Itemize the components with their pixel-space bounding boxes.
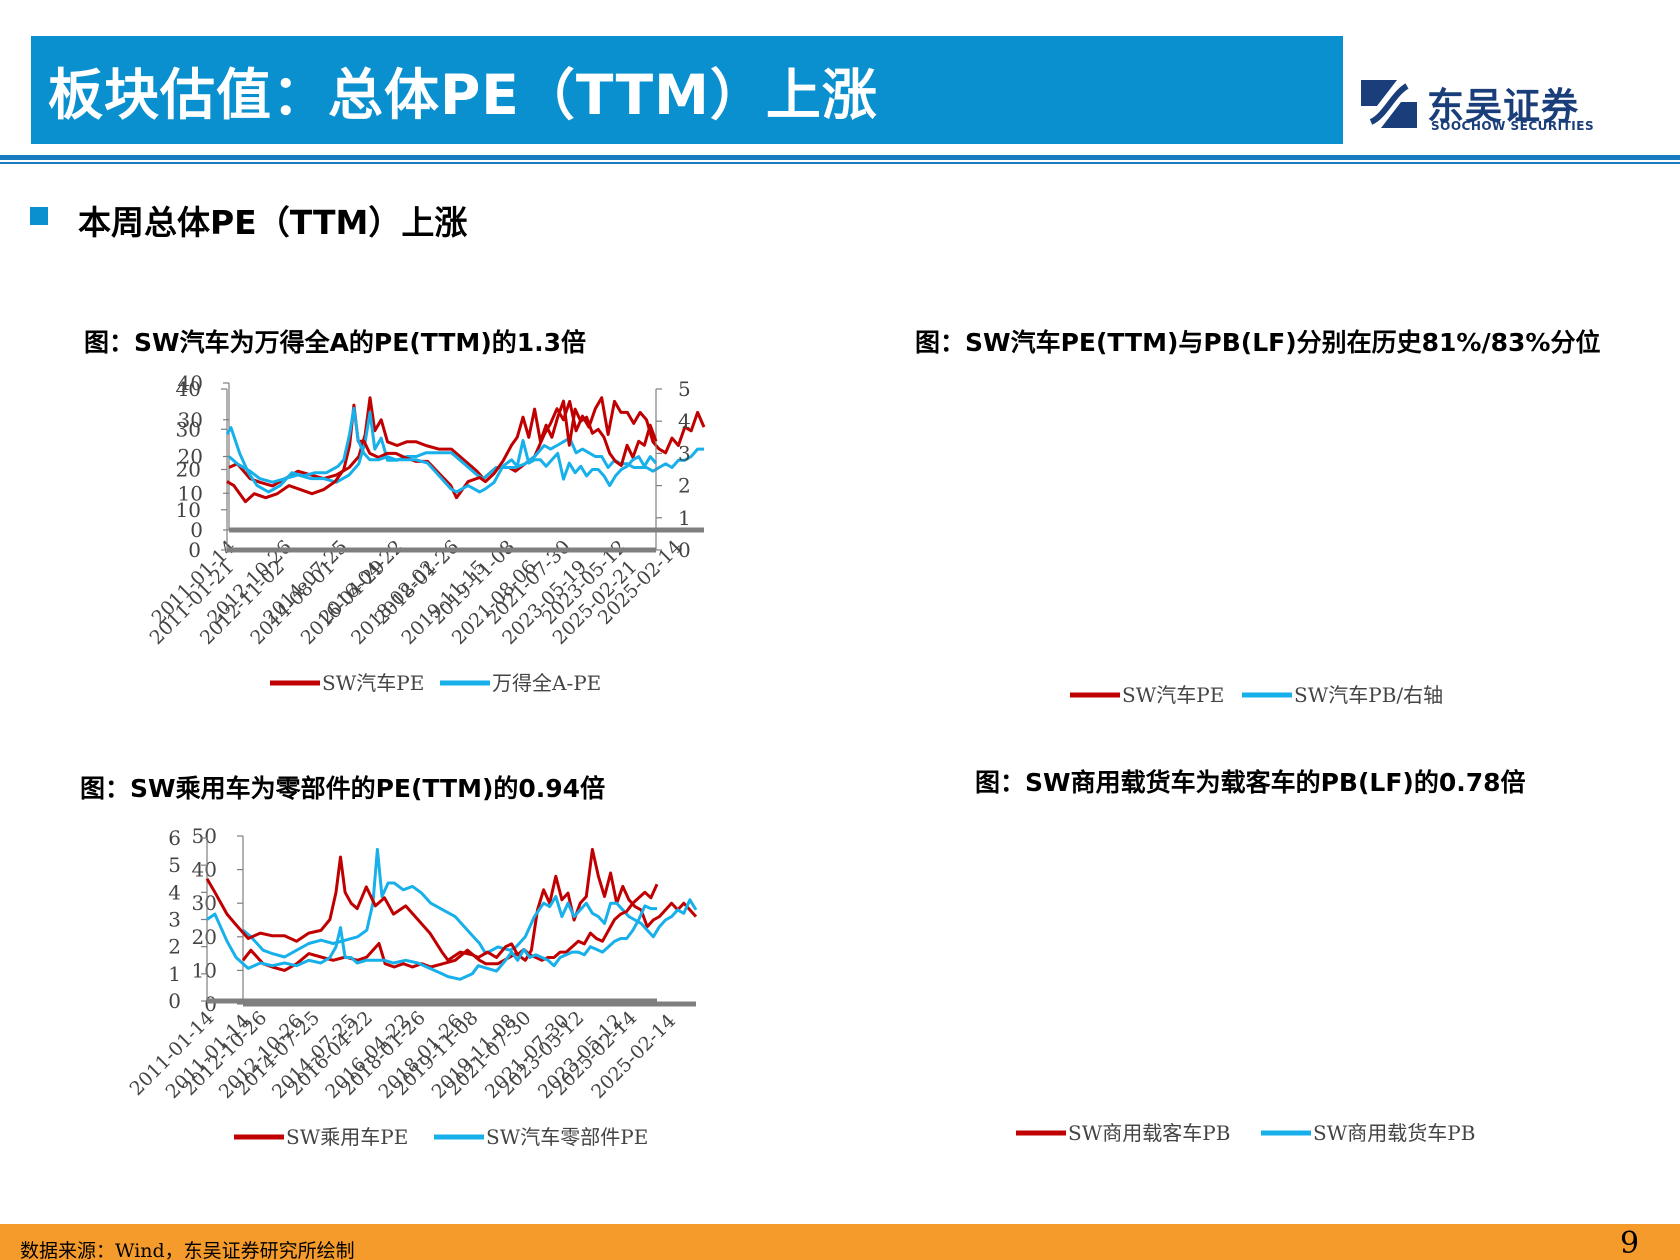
- bullet-square-icon: [30, 207, 48, 225]
- y-tick-label: 0: [190, 518, 203, 542]
- series-line-blue: [206, 904, 657, 981]
- y-tick-label: 30: [176, 417, 201, 441]
- y-tick-label: 5: [168, 853, 181, 877]
- footer-bar: [0, 1224, 1680, 1260]
- series-line-red: [205, 855, 659, 962]
- y-tick-label: 4: [168, 880, 181, 904]
- soochow-logo-icon: [1361, 80, 1417, 128]
- y-tick-label: 0: [168, 989, 181, 1013]
- y2-tick-label: 1: [678, 506, 691, 530]
- legend-label: SW商用载客车PB: [1068, 1121, 1230, 1145]
- series-line-red: [228, 396, 706, 488]
- chart-4-title: 图：SW商用载货车为载客车的PB(LF)的0.78倍: [975, 768, 1526, 797]
- chart-2-title: 图：SW汽车PE(TTM)与PB(LF)分别在历史81%/83%分位: [915, 328, 1601, 357]
- y-tick-label: 40: [176, 377, 201, 401]
- legend-label: SW商用载货车PB: [1313, 1121, 1475, 1145]
- chart-4-truck-vs-bus-pb: 01234562011-01-142012-10-262014-07-25201…: [126, 826, 1476, 1145]
- y-tick-label: 20: [178, 445, 203, 469]
- y2-tick-label: 5: [678, 377, 691, 401]
- series-line-blue: [225, 406, 658, 494]
- brand-name-en: SOOCHOW SECURITIES: [1431, 119, 1595, 133]
- legend-label: SW汽车零部件PE: [486, 1125, 648, 1149]
- y-tick-label: 10: [178, 481, 203, 505]
- page-title: 板块估值：总体PE（TTM）上涨: [48, 63, 878, 127]
- brand-name-cn: 东吴证券: [1427, 85, 1579, 128]
- page-number: 9: [1620, 1226, 1640, 1260]
- chart-1-pe-vs-wind-a: 0102030402011-01-142012-10-262014-07-252…: [148, 371, 706, 695]
- y2-tick-label: 0: [678, 538, 691, 562]
- y-tick-label: 6: [168, 826, 181, 850]
- section-subtitle: 本周总体PE（TTM）上涨: [78, 203, 468, 242]
- brand-logo: 东吴证券 SOOCHOW SECURITIES: [1355, 74, 1655, 136]
- legend-label: SW乘用车PE: [286, 1125, 408, 1149]
- data-source-note: 数据来源：Wind，东吴证券研究所绘制: [20, 1240, 355, 1260]
- series-line-red: [226, 399, 658, 504]
- header-rule-thin: [0, 162, 1680, 164]
- y-tick-label: 10: [176, 498, 201, 522]
- chart-1-title: 图：SW汽车为万得全A的PE(TTM)的1.3倍: [84, 328, 587, 357]
- chart-3-passenger-vs-parts: 010203040502011-01-142012-10-262014-07-2…: [162, 824, 698, 1149]
- series-line-blue: [242, 847, 698, 959]
- header-rule: [0, 155, 1680, 160]
- legend-label: 万得全A-PE: [492, 671, 601, 695]
- y-tick-label: 2: [168, 935, 181, 959]
- y-tick-label: 3: [168, 908, 181, 932]
- y-tick-label: 30: [192, 891, 217, 915]
- chart-2-pe-pb-percentile: 0102030400123452011-01-212012-11-022014-…: [146, 377, 1444, 707]
- y2-tick-label: 2: [678, 474, 691, 498]
- y-tick-label: 20: [176, 458, 201, 482]
- y-tick-label: 10: [192, 958, 217, 982]
- chart-3-title: 图：SW乘用车为零部件的PE(TTM)的0.94倍: [80, 774, 606, 803]
- y2-tick-label: 4: [678, 409, 691, 433]
- y-tick-label: 0: [188, 538, 201, 562]
- y-tick-label: 40: [178, 371, 203, 395]
- legend-label: SW汽车PE: [322, 671, 424, 695]
- y-tick-label: 20: [192, 925, 217, 949]
- y-tick-label: 1: [168, 962, 181, 986]
- y-tick-label: 30: [178, 408, 203, 432]
- legend-label: SW汽车PB/右轴: [1294, 683, 1443, 707]
- y2-tick-label: 3: [678, 441, 691, 465]
- y-tick-label: 40: [192, 858, 217, 882]
- y-tick-label: 50: [192, 824, 217, 848]
- header-bar: [31, 36, 1343, 144]
- legend-label: SW汽车PE: [1122, 683, 1224, 707]
